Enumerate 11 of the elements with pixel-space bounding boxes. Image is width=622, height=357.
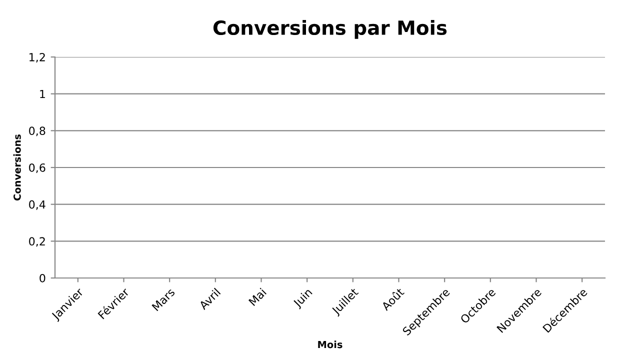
y-axis-title: Conversions — [13, 134, 21, 200]
x-axis-title: Mois — [318, 340, 342, 348]
chart-title: Conversions par Mois — [213, 20, 447, 39]
y-tick-label: 1,2 — [30, 52, 45, 63]
y-tick-label: 1 — [40, 90, 45, 98]
y-tick-label: 0,8 — [29, 126, 46, 136]
y-tick-label: 0,6 — [29, 163, 46, 174]
y-tick-label: 0,4 — [29, 200, 46, 210]
y-tick-label: 0 — [40, 274, 46, 282]
x-tick-label: Mai — [248, 288, 267, 306]
y-tick-label: 0,2 — [29, 237, 45, 247]
